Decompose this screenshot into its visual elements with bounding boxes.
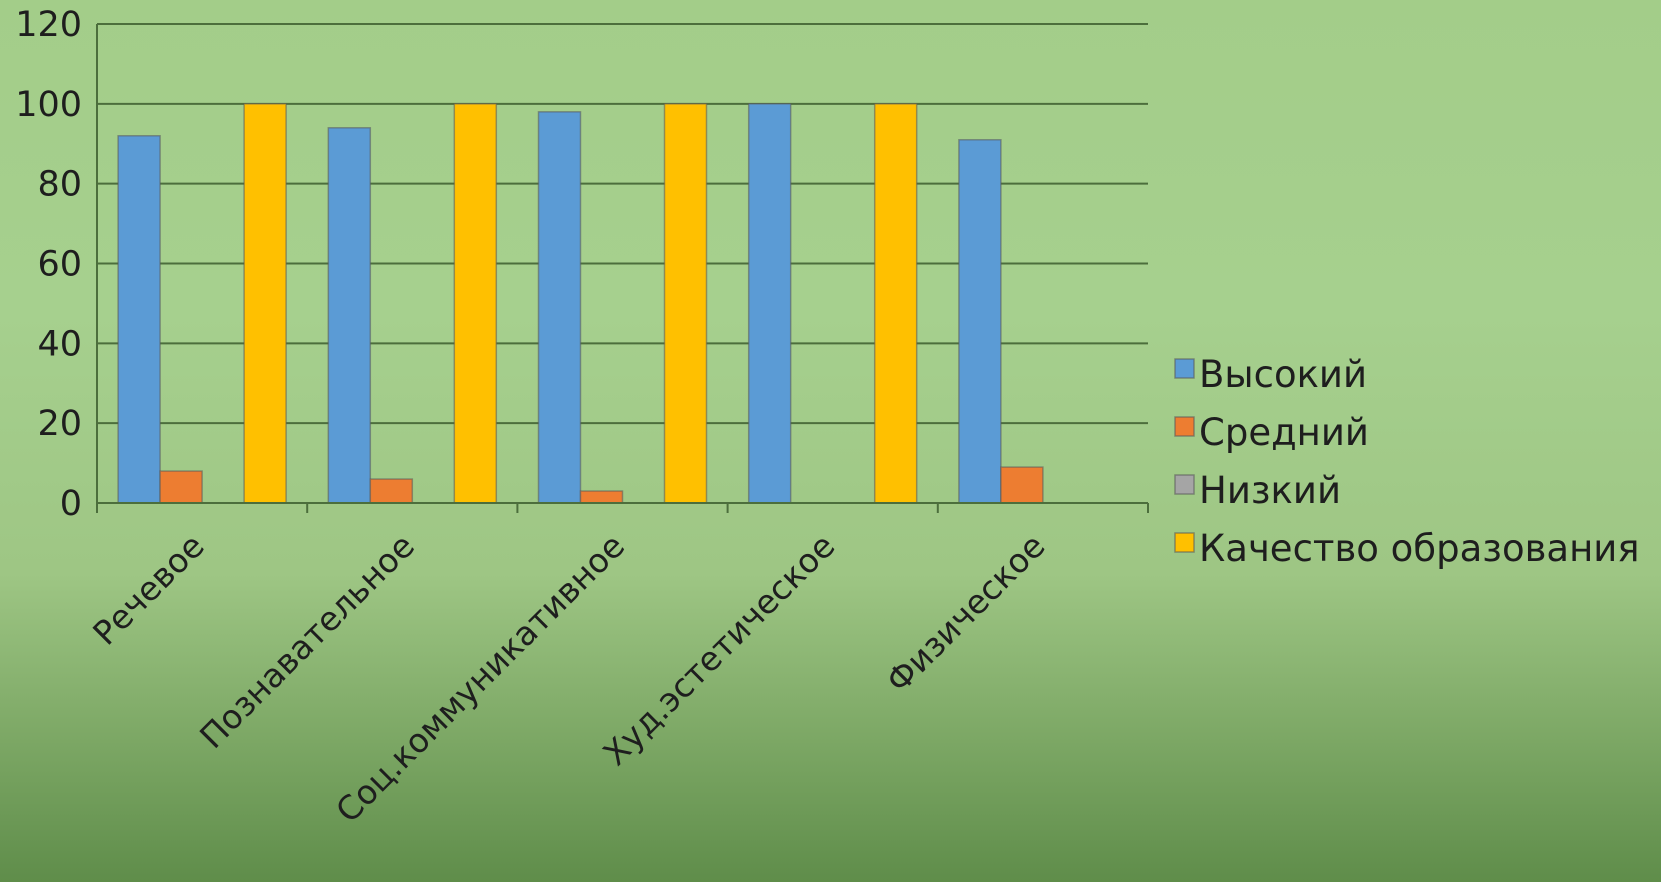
legend: Высокий Средний Низкий Качество образования [1174, 353, 1640, 570]
bar-2-1 [159, 470, 203, 504]
bar-1-2 [327, 127, 372, 504]
y-tick-label: 40 [37, 324, 82, 364]
legend-swatch [1174, 358, 1195, 379]
legend-swatch [1174, 474, 1195, 495]
y-tick-label: 80 [37, 165, 82, 205]
bar-1-1 [117, 135, 161, 504]
bar-2-2 [369, 478, 414, 504]
bar-4-1 [243, 103, 287, 504]
bars [117, 103, 1044, 504]
x-category-label: Худ.эстетическое [595, 526, 842, 773]
bar-2-3 [579, 490, 624, 504]
bar-1-5 [958, 139, 1002, 504]
y-tick-label: 0 [60, 484, 82, 524]
bar-4-3 [663, 103, 708, 504]
legend-swatch [1174, 416, 1195, 437]
bar-4-4 [873, 103, 918, 504]
x-category-label: Физическое [878, 526, 1052, 700]
legend-label: Низкий [1199, 469, 1341, 512]
x-category-label: Познавательное [192, 526, 422, 756]
y-axis-ticks: 0 20 40 60 80 100 120 [15, 5, 82, 524]
legend-swatch [1174, 532, 1195, 553]
y-tick-label: 100 [15, 85, 82, 125]
x-category-label: Речевое [85, 526, 212, 653]
bar-4-2 [453, 103, 498, 504]
bar-1-3 [537, 111, 582, 504]
x-axis-labels: РечевоеПознавательноеСоц.коммуникативное… [85, 526, 1052, 830]
y-tick-label: 120 [15, 5, 82, 45]
legend-label: Качество образования [1199, 527, 1640, 570]
legend-label: Средний [1199, 411, 1369, 454]
legend-label: Высокий [1199, 353, 1367, 396]
axes [96, 24, 1149, 513]
y-tick-label: 60 [37, 245, 82, 285]
bar-2-5 [1000, 466, 1044, 504]
bar-1-4 [747, 103, 792, 504]
y-tick-label: 20 [37, 404, 82, 444]
